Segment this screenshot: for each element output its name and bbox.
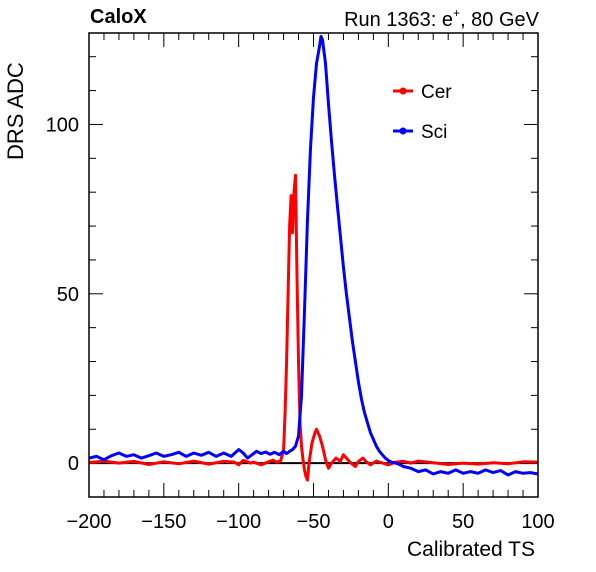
series-group bbox=[88, 34, 539, 482]
tick-labels: −200 −150 −100 −50 0 50 100 0 50 100 bbox=[46, 114, 555, 533]
x-axis-label: Calibrated TS bbox=[406, 538, 535, 561]
run-info-suffix: , 80 GeV bbox=[460, 9, 539, 31]
legend-label-cer: Cer bbox=[421, 82, 452, 103]
x-tick-label: 0 bbox=[383, 511, 394, 533]
x-tick-label: −200 bbox=[66, 511, 111, 533]
experiment-label: CaloX bbox=[90, 6, 147, 28]
legend-marker-cer bbox=[399, 87, 407, 95]
run-info-prefix: Run 1363: e bbox=[344, 9, 454, 31]
x-tick-label: −50 bbox=[297, 511, 331, 533]
legend-label-sci: Sci bbox=[421, 122, 447, 143]
run-info: Run 1363: e+, 80 GeV bbox=[344, 6, 539, 32]
legend-marker-sci bbox=[399, 127, 407, 135]
y-tick-label: 50 bbox=[57, 284, 79, 306]
x-tick-label: 100 bbox=[521, 511, 554, 533]
x-tick-label: −150 bbox=[141, 511, 186, 533]
plot-frame bbox=[88, 32, 539, 498]
run-info-charge: + bbox=[453, 6, 461, 20]
legend: Cer Sci bbox=[393, 82, 452, 143]
y-axis-label: DRS ADC bbox=[3, 62, 28, 160]
y-tick-label: 0 bbox=[68, 453, 79, 475]
y-tick-label: 100 bbox=[46, 114, 79, 136]
x-tick-label: 50 bbox=[452, 511, 474, 533]
series-line-cer bbox=[88, 173, 539, 482]
series-line-sci bbox=[88, 34, 539, 477]
x-tick-label: −100 bbox=[216, 511, 261, 533]
